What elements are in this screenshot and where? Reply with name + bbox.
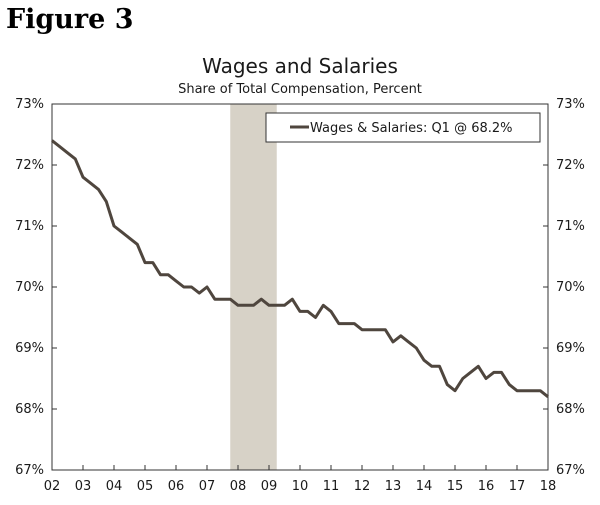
y-tick-label-left: 73%	[15, 97, 44, 112]
y-tick-label-left: 68%	[15, 402, 44, 417]
x-tick-label: 18	[540, 479, 557, 494]
x-tick-label: 12	[354, 479, 371, 494]
series-line-wages-salaries	[51, 139, 549, 398]
legend-label: Wages & Salaries: Q1 @ 68.2%	[310, 121, 513, 136]
x-tick-label: 03	[75, 479, 92, 494]
y-tick-label-left: 70%	[15, 280, 44, 295]
legend-box	[265, 112, 541, 143]
y-tick-label-left: 72%	[15, 158, 44, 173]
y-tick-label-left: 69%	[15, 341, 44, 356]
chart-subtitle: Share of Total Compensation, Percent	[178, 82, 422, 97]
axis-ticks: 67% 67% 68% 68% 69% 69% 70% 70% 71% 71% 72% 72% 73% 7…	[15, 97, 585, 494]
x-tick-label: 14	[416, 479, 433, 494]
x-tick-label: 10	[292, 479, 309, 494]
y-tick-label-right: 73%	[556, 97, 585, 112]
y-tick-label-left: 67%	[15, 463, 44, 478]
x-tick-label: 07	[199, 479, 216, 494]
x-tick-label: 08	[230, 479, 247, 494]
y-tick-label-right: 70%	[556, 280, 585, 295]
x-tick-label: 02	[44, 479, 61, 494]
x-tick-label: 13	[385, 479, 402, 494]
y-tick-label-right: 71%	[556, 219, 585, 234]
recession-band	[230, 104, 277, 470]
x-tick-label: 15	[447, 479, 464, 494]
x-tick-label: 17	[509, 479, 526, 494]
x-tick-label: 04	[106, 479, 123, 494]
x-tick-label: 16	[478, 479, 495, 494]
plot-frame	[51, 103, 549, 471]
y-tick-label-right: 69%	[556, 341, 585, 356]
y-tick-label-left: 71%	[15, 219, 44, 234]
legend: Wages & Salaries: Q1 @ 68.2%	[265, 112, 541, 143]
x-tick-label: 05	[137, 479, 154, 494]
y-tick-label-right: 72%	[556, 158, 585, 173]
y-tick-label-right: 67%	[556, 463, 585, 478]
x-tick-label: 11	[323, 479, 340, 494]
x-tick-label: 09	[261, 479, 278, 494]
y-tick-label-right: 68%	[556, 402, 585, 417]
chart-title: Wages and Salaries	[202, 54, 398, 78]
figure-label: Figure 3	[6, 4, 134, 35]
x-tick-label: 06	[168, 479, 185, 494]
